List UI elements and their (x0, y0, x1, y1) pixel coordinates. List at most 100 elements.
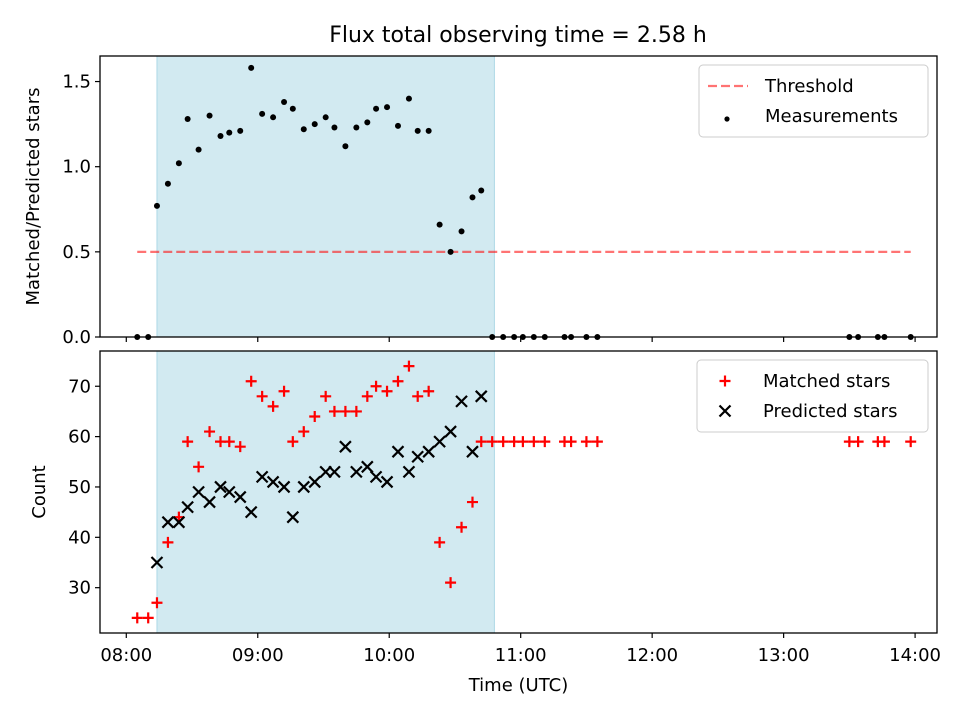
data-point (339, 440, 352, 453)
data-point (478, 187, 485, 194)
axes-frame (99, 350, 938, 634)
data-point (195, 146, 202, 153)
legend-label: Matched stars (763, 371, 890, 392)
data-point (175, 160, 182, 167)
data-point (469, 194, 476, 201)
data-point (350, 405, 362, 417)
data-point (528, 436, 540, 448)
data-point (297, 480, 311, 494)
data-point (150, 556, 164, 569)
data-point (591, 436, 603, 448)
data-point (278, 385, 290, 397)
y-tick-label: 1.5 (62, 72, 91, 93)
data-point (456, 521, 468, 533)
data-point (193, 461, 205, 473)
data-point (217, 133, 224, 140)
x-tick-label: 12:00 (626, 645, 678, 666)
y-axis-label: Count (29, 465, 50, 518)
legend: Threshold Measurements (698, 64, 929, 138)
legend-marker (724, 116, 730, 122)
data-point (475, 436, 487, 448)
y-tick-label: 30 (68, 578, 91, 599)
data-point (381, 385, 393, 397)
data-point (425, 127, 432, 134)
data-point (905, 436, 917, 448)
data-point (384, 104, 391, 111)
legend-marker (719, 375, 731, 387)
data-point (391, 445, 405, 458)
y-tick-label: 50 (68, 477, 91, 498)
data-point (182, 436, 194, 448)
axes-frame (99, 55, 938, 338)
data-point (222, 485, 236, 499)
data-point (369, 470, 383, 484)
data-point (266, 475, 280, 489)
data-point (286, 510, 300, 524)
data-point (405, 95, 412, 102)
data-point (364, 119, 371, 126)
data-point (339, 405, 351, 417)
data-point (161, 515, 175, 529)
data-point (466, 445, 479, 458)
data-point (353, 124, 360, 131)
series-1 (131, 360, 917, 624)
data-point (226, 129, 233, 136)
data-point (131, 612, 143, 624)
data-point (447, 248, 454, 255)
x-tick-label: 10:00 (363, 645, 415, 666)
data-point (153, 202, 160, 209)
data-point (184, 116, 191, 123)
data-point (497, 436, 509, 448)
legend-label: Predicted stars (763, 401, 897, 422)
legend-box (696, 359, 929, 433)
legend-label: Measurements (765, 106, 898, 127)
data-point (204, 426, 216, 438)
data-point (192, 485, 205, 499)
data-point (277, 480, 291, 494)
data-point (308, 475, 322, 489)
data-point (206, 112, 213, 119)
data-point (255, 470, 269, 484)
data-point (172, 515, 186, 529)
data-point (270, 114, 277, 121)
data-point (517, 436, 529, 448)
data-point (361, 460, 374, 474)
data-point (411, 450, 424, 464)
data-point (203, 495, 216, 509)
legend: Matched stars Predicted stars (696, 359, 929, 433)
data-point (259, 110, 266, 117)
legend-box (698, 64, 929, 138)
data-point (289, 105, 296, 112)
data-point (233, 490, 247, 504)
data-point (422, 445, 435, 458)
data-point (466, 496, 478, 508)
data-point (181, 500, 194, 514)
data-point (361, 390, 373, 402)
data-point (237, 127, 244, 134)
data-point (394, 122, 401, 129)
data-point (328, 405, 340, 417)
data-point (414, 127, 421, 134)
data-point (458, 228, 465, 235)
x-tick-label: 09:00 (232, 645, 284, 666)
y-tick-label: 0.0 (62, 327, 91, 348)
y-tick-label: 1.0 (62, 157, 91, 178)
data-point (223, 436, 235, 448)
count-panel: 30 40 50 60 70 08:00 09:00 10:00 11:00 12:00 13:00… (29, 350, 941, 696)
y-tick-label: 0.5 (62, 242, 91, 263)
data-point (300, 126, 307, 133)
data-point (287, 436, 299, 448)
x-tick-label: 14:00 (889, 645, 941, 666)
data-point (436, 221, 443, 228)
data-point (402, 465, 416, 479)
data-point (423, 385, 435, 397)
data-point (370, 380, 382, 392)
data-point (412, 390, 424, 402)
series-2 (150, 390, 488, 569)
data-point (433, 435, 446, 448)
data-point (878, 436, 890, 448)
data-point (322, 114, 329, 121)
data-point (164, 180, 171, 187)
data-point (580, 436, 592, 448)
x-tick-label: 11:00 (495, 645, 547, 666)
